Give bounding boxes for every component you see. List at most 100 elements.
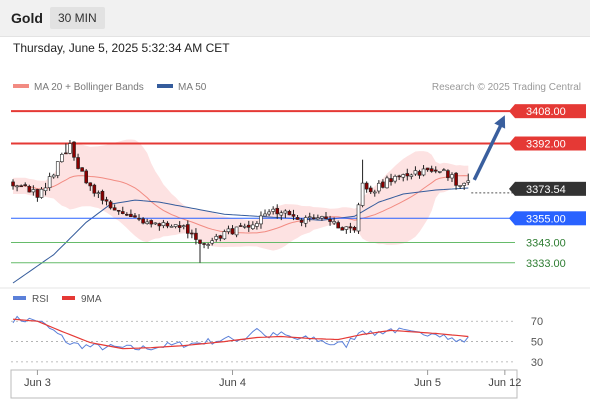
- candle: [181, 225, 186, 228]
- level-label-box: [515, 211, 586, 226]
- candle: [55, 161, 60, 176]
- candle: [51, 174, 56, 178]
- candle: [442, 169, 446, 172]
- candle: [72, 141, 76, 158]
- candle: [31, 189, 36, 193]
- candle: [458, 185, 462, 187]
- rsi-tick-label: 30: [531, 357, 543, 369]
- candle: [210, 240, 214, 244]
- candle: [287, 211, 292, 216]
- candle: [108, 201, 113, 209]
- candle: [15, 185, 19, 188]
- candle: [11, 181, 15, 187]
- candle: [84, 170, 88, 184]
- bollinger-bands: [13, 139, 469, 251]
- asset-name: Gold: [11, 10, 43, 26]
- candle: [263, 213, 267, 217]
- candle: [425, 167, 430, 171]
- level-label-box: [515, 181, 586, 196]
- candle: [234, 226, 239, 236]
- level-label: 3333.00: [526, 258, 566, 270]
- candle: [255, 223, 259, 227]
- candle: [198, 239, 202, 244]
- candle: [466, 180, 471, 183]
- level-label-pointer: [509, 136, 515, 151]
- legend-label: 9MA: [81, 294, 102, 305]
- candle: [246, 224, 251, 228]
- legend-swatch: [13, 296, 26, 300]
- x-tick-label: Jun 4: [219, 377, 246, 389]
- candle: [372, 191, 377, 194]
- candle: [356, 204, 361, 232]
- level-label: 3355.00: [526, 213, 566, 225]
- candle: [76, 157, 80, 169]
- candle: [413, 170, 418, 175]
- candle: [320, 216, 324, 219]
- candle: [218, 235, 223, 239]
- candle: [438, 171, 442, 173]
- candle: [39, 188, 44, 198]
- candle: [169, 225, 174, 228]
- candle: [161, 222, 166, 226]
- candle: [27, 186, 32, 193]
- candle: [23, 184, 28, 186]
- candle: [429, 168, 434, 172]
- candle: [291, 214, 296, 217]
- candle: [348, 226, 353, 229]
- x-axis-box: [10, 369, 518, 399]
- level-label-pointer: [509, 181, 515, 196]
- rsi-tick-label: 70: [531, 316, 543, 328]
- candle: [267, 211, 271, 215]
- candle: [104, 199, 109, 202]
- candle: [283, 210, 288, 214]
- candle: [80, 167, 84, 172]
- candle: [299, 219, 304, 223]
- timeframe-badge[interactable]: 30 MIN: [50, 7, 105, 29]
- level-label: 3343.00: [526, 238, 566, 250]
- candle: [165, 222, 170, 227]
- candle: [60, 154, 64, 163]
- level-label: 3373.54: [526, 184, 566, 196]
- x-tick-label: Jun 5: [414, 377, 441, 389]
- candle: [129, 213, 133, 217]
- datetime-label: Thursday, June 5, 2025 5:32:34 AM CET: [13, 41, 230, 55]
- candle: [149, 220, 154, 225]
- ma20-line: [12, 175, 469, 234]
- candle: [125, 213, 129, 216]
- candle: [328, 219, 332, 222]
- candle: [214, 236, 219, 240]
- legend-swatch: [62, 296, 75, 300]
- candle: [377, 182, 381, 192]
- candle: [92, 184, 97, 194]
- candle: [324, 216, 328, 219]
- candle: [275, 208, 280, 215]
- candle: [230, 228, 235, 235]
- candle: [186, 224, 190, 234]
- candle: [35, 189, 40, 198]
- forecast-arrow-head: [494, 115, 506, 129]
- candle: [242, 225, 247, 228]
- rsi-tick-label: 50: [531, 337, 543, 349]
- candle: [47, 176, 52, 188]
- header-bar: Gold 30 MIN: [0, 0, 590, 37]
- candle: [19, 185, 23, 188]
- candle: [381, 181, 385, 188]
- candle: [450, 174, 454, 179]
- forecast-arrow-shaft: [472, 122, 504, 181]
- candle: [340, 227, 345, 231]
- candle: [177, 225, 182, 228]
- copyright-label: Research © 2025 Trading Central: [432, 82, 581, 93]
- candle: [222, 231, 227, 240]
- legend-label: MA 50: [178, 82, 207, 93]
- legend-label: RSI: [32, 294, 49, 305]
- candle: [454, 172, 458, 186]
- candle: [446, 170, 450, 179]
- candle: [417, 171, 422, 176]
- candle: [206, 244, 210, 246]
- candle: [336, 222, 340, 229]
- candle: [393, 176, 397, 182]
- candle: [409, 174, 414, 177]
- candle: [145, 221, 149, 224]
- legend-label: MA 20 + Bollinger Bands: [34, 82, 144, 93]
- x-tick-label: Jun 12: [488, 377, 521, 389]
